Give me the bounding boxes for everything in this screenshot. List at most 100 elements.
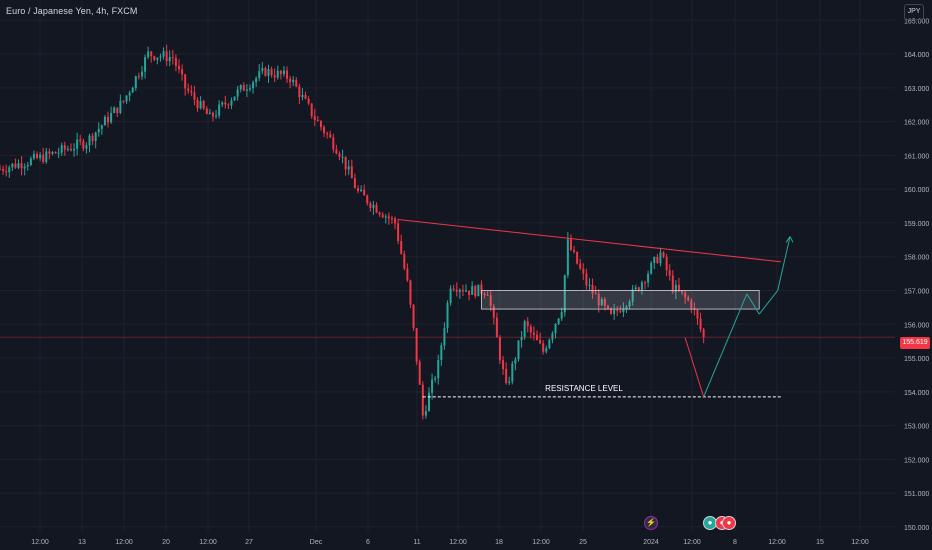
y-tick-label: 161.000 (904, 153, 929, 160)
lightning-icon[interactable]: ⚡ (644, 516, 658, 530)
symbol-title: Euro / Japanese Yen, 4h, FXCM (6, 6, 138, 16)
candle-body (606, 305, 609, 309)
candle-body (341, 156, 344, 158)
candle-body (69, 148, 72, 151)
candle-body (215, 115, 218, 117)
candle-body (208, 112, 211, 115)
candle-body (171, 57, 174, 59)
candle-body (684, 292, 687, 298)
candle-body (640, 282, 643, 291)
candle-body (310, 103, 313, 117)
candle-body (696, 309, 699, 319)
candle-body (591, 284, 594, 294)
candle-body (29, 158, 32, 165)
y-tick-label: 157.000 (904, 288, 929, 295)
candle-body (677, 284, 680, 291)
candle-body (295, 79, 298, 87)
candle-body (474, 286, 477, 297)
candle-body (699, 318, 702, 330)
candle-body (17, 163, 20, 168)
candle-body (520, 337, 523, 341)
candle-body (100, 125, 103, 129)
candle-body (242, 85, 245, 91)
candle-body (548, 339, 551, 349)
y-tick-label: 150.000 (904, 525, 929, 532)
candle-body (560, 312, 563, 319)
candle-body (82, 141, 85, 149)
candle-body (594, 293, 597, 295)
currency-button[interactable]: JPY (904, 4, 924, 20)
candle-body (178, 66, 180, 70)
candle-body (397, 223, 400, 242)
candle-body (625, 306, 628, 309)
candle-body (668, 270, 671, 276)
candle-body (54, 152, 57, 154)
x-tick-label: 15 (816, 539, 824, 546)
y-tick-label: 153.000 (904, 424, 929, 431)
candle-body (326, 133, 329, 135)
candle-body (292, 79, 295, 83)
candle-body (63, 145, 66, 150)
candle-body (483, 293, 486, 295)
x-tick-label: 27 (245, 539, 253, 546)
candle-body (289, 78, 292, 83)
candle-body (557, 318, 560, 324)
candle-body (554, 323, 557, 334)
candle-body (644, 282, 647, 284)
candle-body (471, 286, 474, 295)
candle-body (412, 304, 415, 328)
x-tick-label: 12:00 (31, 539, 49, 546)
candle-body (261, 68, 264, 72)
candle-body (252, 82, 255, 89)
candle-body (539, 340, 542, 344)
candle-body (14, 163, 17, 168)
x-tick-label: 20 (162, 539, 170, 546)
candle-body (60, 145, 63, 153)
candle-body (245, 89, 248, 91)
candle-body (273, 75, 276, 78)
x-tick-label: 8 (733, 539, 737, 546)
candle-body (631, 289, 634, 302)
candle-body (137, 76, 140, 78)
candle-body (282, 70, 285, 75)
candle-body (267, 69, 270, 76)
candle-body (671, 275, 674, 292)
candle-body (458, 290, 461, 292)
x-tick-label: Dec (310, 539, 323, 546)
candle-body (103, 116, 106, 126)
candle-body (51, 152, 54, 154)
candle-body (400, 241, 403, 254)
candle-body (255, 78, 258, 83)
candle-body (32, 153, 35, 159)
candle-body (659, 252, 662, 264)
candle-body (316, 120, 319, 122)
candle-body (113, 107, 116, 113)
candle-body (107, 116, 110, 123)
candle-body (579, 263, 582, 269)
candle-body (582, 268, 585, 274)
candle-body (529, 326, 532, 333)
candle-body (616, 310, 619, 312)
candle-body (205, 108, 208, 115)
candle-body (279, 70, 282, 75)
candle-body (628, 301, 631, 307)
projection-segment (746, 293, 760, 315)
x-tick-label: 13 (78, 539, 86, 546)
flag-icon[interactable]: ● (722, 516, 736, 530)
candle-body (477, 284, 480, 297)
candle-body (270, 69, 273, 76)
candle-body (647, 273, 650, 283)
candle-body (119, 100, 122, 114)
candle-body (350, 166, 353, 179)
y-tick-label: 156.000 (904, 322, 929, 329)
candle-body (332, 137, 335, 150)
candle-body (347, 166, 350, 170)
candle-body (502, 360, 505, 370)
candle-body (603, 299, 606, 306)
candle-body (36, 153, 39, 159)
candle-body (134, 76, 137, 88)
candle-body (329, 134, 332, 138)
candle-body (307, 98, 310, 104)
projection-segment (777, 236, 791, 291)
